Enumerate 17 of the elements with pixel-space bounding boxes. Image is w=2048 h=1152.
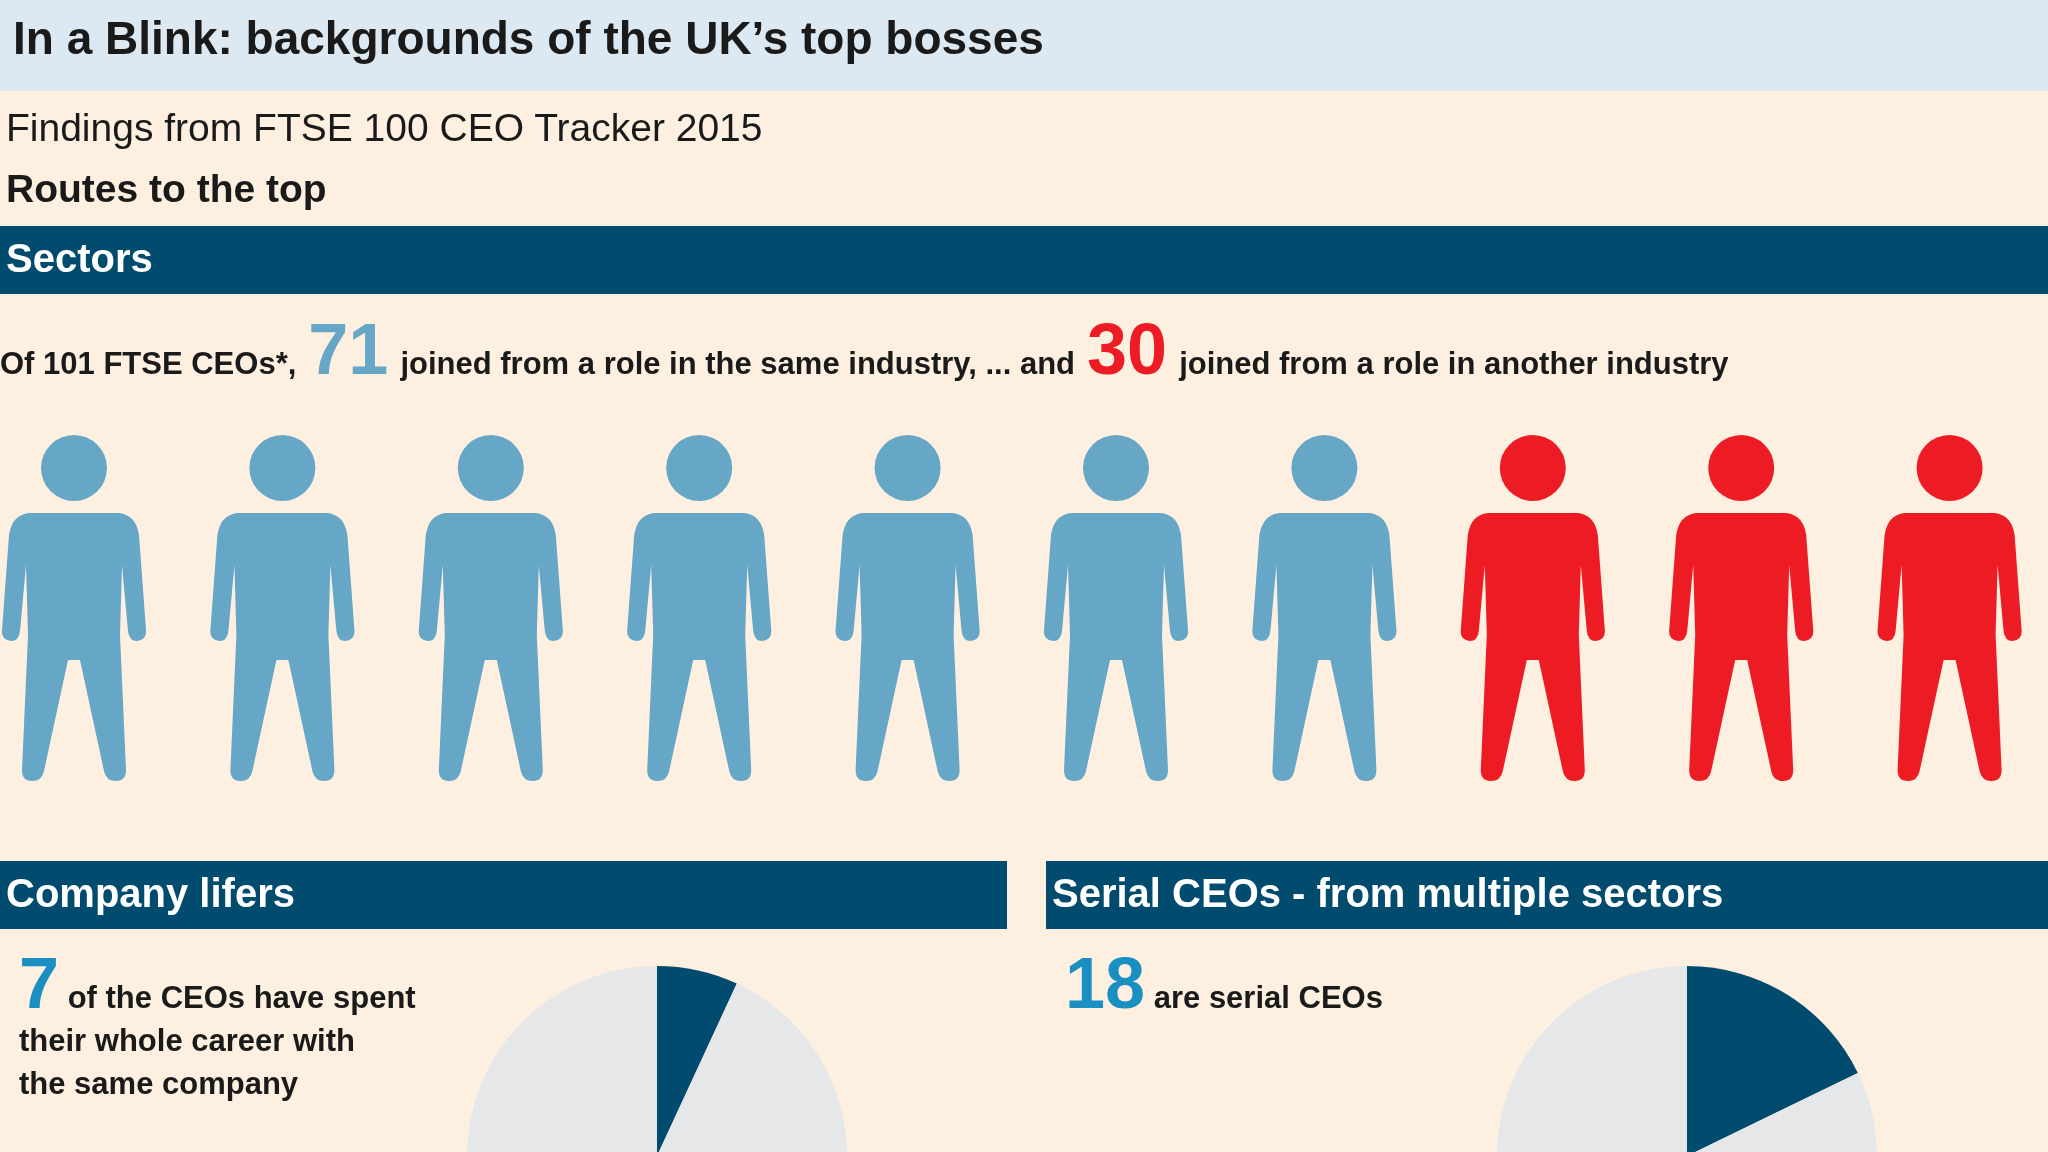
text: 7: [19, 943, 60, 1023]
text: Of 101 FTSE CEOs*,: [0, 346, 297, 381]
chart-title: Company lifers: [6, 871, 295, 915]
text: are serial CEOs: [1145, 980, 1383, 1015]
text: 18: [1065, 943, 1146, 1023]
text: Sectors: [6, 236, 153, 280]
text: joined from a role in the same industry, ... and: [399, 346, 1076, 381]
text: In a Blink: backgrounds of the UK’s top bosses: [13, 12, 1044, 64]
text: their whole career with: [19, 1023, 355, 1058]
data-label: 71: [308, 309, 389, 389]
text: joined from a role in another industry: [1178, 346, 1730, 381]
text: Findings from FTSE 100 CEO Tracker 2015: [6, 106, 763, 149]
chart-title: Serial CEOs - from multiple sectors: [1052, 871, 1724, 915]
text: Routes to the top: [6, 167, 327, 210]
data-label: 30: [1087, 309, 1168, 389]
text: of the CEOs have spent: [59, 980, 416, 1015]
text: the same company: [19, 1066, 299, 1101]
